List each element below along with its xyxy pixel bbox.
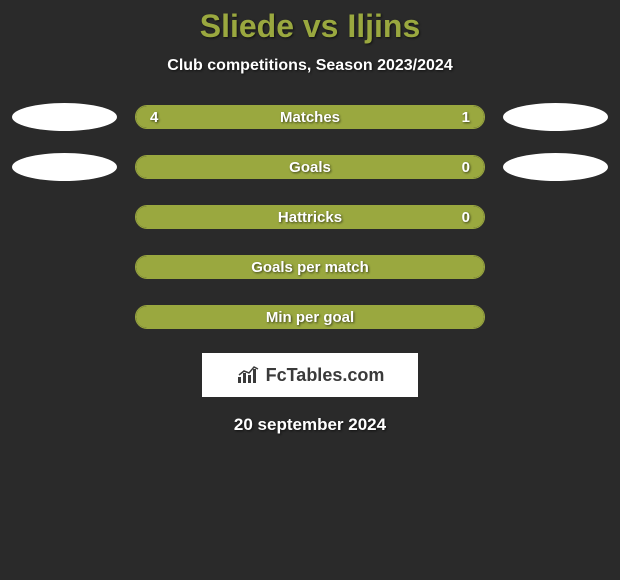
stat-bar: Min per goal <box>135 305 485 329</box>
stat-label: Goals per match <box>136 256 484 278</box>
stat-value-right: 0 <box>462 206 470 228</box>
stat-label: Hattricks <box>136 206 484 228</box>
stat-row: Goals per match <box>0 253 620 281</box>
player-oval-right <box>503 103 608 131</box>
stat-bar: Goals 0 <box>135 155 485 179</box>
stat-bar: Goals per match <box>135 255 485 279</box>
player-oval-left <box>12 153 117 181</box>
page-title: Sliede vs Iljins <box>0 0 620 45</box>
stat-row: Hattricks 0 <box>0 203 620 231</box>
date-label: 20 september 2024 <box>0 415 620 435</box>
player-oval-left <box>12 103 117 131</box>
stat-value-right: 1 <box>462 106 470 128</box>
subtitle: Club competitions, Season 2023/2024 <box>0 57 620 75</box>
stat-bar: Hattricks 0 <box>135 205 485 229</box>
stats-container: 4 Matches 1 Goals 0 Hattricks 0 Goa <box>0 103 620 331</box>
stat-value-right: 0 <box>462 156 470 178</box>
logo-text: FcTables.com <box>266 365 385 386</box>
stat-label: Matches <box>136 106 484 128</box>
chart-icon <box>236 365 262 385</box>
stat-row: Min per goal <box>0 303 620 331</box>
stat-row: Goals 0 <box>0 153 620 181</box>
logo: FcTables.com <box>202 353 418 397</box>
player-oval-right <box>503 153 608 181</box>
stat-row: 4 Matches 1 <box>0 103 620 131</box>
stat-label: Min per goal <box>136 306 484 328</box>
stat-bar: 4 Matches 1 <box>135 105 485 129</box>
stat-label: Goals <box>136 156 484 178</box>
